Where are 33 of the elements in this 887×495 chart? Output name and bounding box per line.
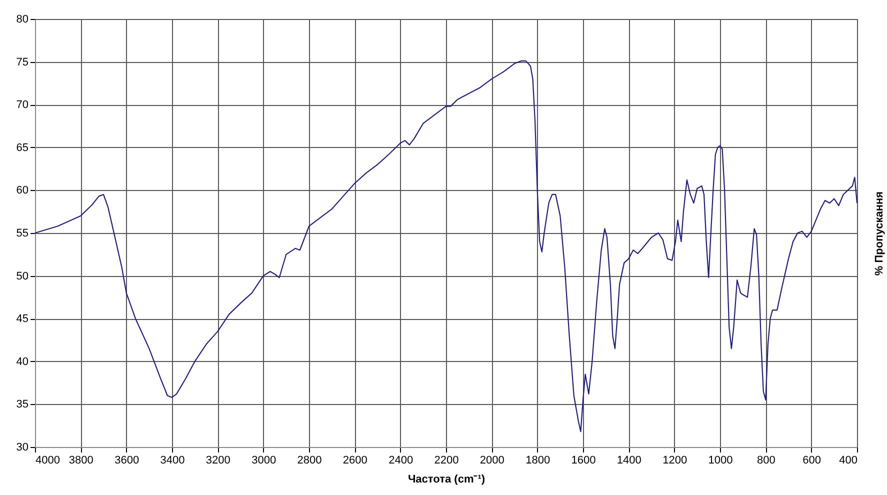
x-tick-label: 1200 <box>662 454 688 466</box>
x-tick-label: 1000 <box>708 454 733 466</box>
y-tick-label: 80 <box>16 14 28 26</box>
x-tick-label: 2400 <box>388 454 414 466</box>
y-tick-label: 55 <box>16 228 28 240</box>
x-tick-label: 3000 <box>252 454 276 466</box>
y-tick-label: 50 <box>16 270 28 282</box>
y-tick-label: 30 <box>16 442 28 454</box>
y-tick-label: 60 <box>16 184 28 197</box>
x-tick-label: 400 <box>839 454 858 466</box>
x-tick-label: 800 <box>756 454 776 466</box>
y-tick-label: 35 <box>16 398 28 411</box>
x-axis-title: Частота (cm⁻¹) <box>408 474 486 486</box>
x-tick-label: 2800 <box>297 454 322 466</box>
x-tick-label: 3200 <box>206 454 230 466</box>
x-tick-label: 4000 <box>36 454 60 466</box>
x-tick-label: 2000 <box>480 454 504 466</box>
x-tick-label: 1600 <box>571 454 596 466</box>
y-axis-title: % Пропускання <box>874 191 886 276</box>
x-tick-label: 3400 <box>160 454 185 466</box>
x-tick-label: 3800 <box>68 454 94 466</box>
y-tick-label: 40 <box>16 356 28 368</box>
x-tick-label: 3600 <box>114 454 140 466</box>
y-tick-label: 45 <box>16 313 28 326</box>
x-tick-label: 2600 <box>342 454 368 466</box>
y-tick-label: 65 <box>16 142 28 154</box>
x-tick-label: 2200 <box>434 454 459 466</box>
y-tick-label: 75 <box>16 56 28 68</box>
y-tick-label: 70 <box>16 99 28 112</box>
line-series <box>34 60 858 432</box>
x-tick-label: 600 <box>802 454 822 466</box>
x-tick-label: 1800 <box>526 454 550 466</box>
x-tick-label: 1400 <box>616 454 642 466</box>
